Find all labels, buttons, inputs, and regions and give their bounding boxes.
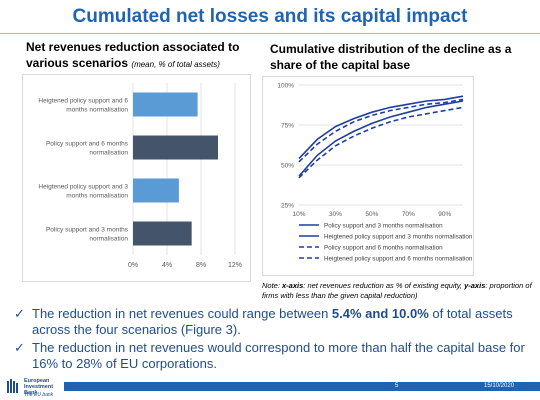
bar-category-label: Heigtened policy support and 3 months nor… [38,184,128,200]
line-series [298,98,464,163]
bar-x-tick-label: 8% [196,262,206,269]
bar-category-label-line: Policy support and 6 months [46,141,129,148]
line-series [298,95,464,160]
legend-label: Heigtened policy support and 6 months no… [324,256,473,263]
bar-category-label-line: normalisation [89,150,128,157]
bar-x-tick-label: 4% [162,262,172,269]
logo-line: Investment [24,384,54,390]
bar-chart-svg: 0% 4% 8% 12% Heigtened policy support and 6 m… [38,83,242,269]
logo-line: European [24,378,50,384]
bullet-text-part: The reduction in net revenues would corr… [32,340,525,371]
bar [133,221,192,246]
bar-category-label: Policy support and 3 months normalisation [46,227,129,243]
line-x-tick-label: 10% [292,211,305,218]
eib-logo: European Investment Bank The EU bank [6,378,66,400]
bar-category-label-line: months normalisation [66,107,128,114]
line-x-tick-label: 90% [438,211,451,218]
checkmark-icon: ✓ [14,340,25,355]
bullet-point: ✓ The reduction in net revenues could ra… [14,306,534,338]
line-chart-svg: 25% 50% 75% 100% 10% 30% 50% 70% 90% Policy suppo… [277,83,473,263]
bar-category-label-line: Heigtened policy support and 3 [38,184,128,191]
legend-label: Policy support and 3 months normalisatio… [324,223,443,230]
bullet-text-bold: 5.4% and 10.0% [331,306,429,321]
bullet-text-part: The reduction in net revenues could rang… [32,306,332,321]
checkmark-icon: ✓ [14,306,25,321]
bar-category-label-line: normalisation [89,236,128,243]
line-y-tick-label: 75% [281,123,294,130]
note-xaxis-key: x-axis [282,281,304,290]
eib-logo-mark-icon [7,379,18,393]
line-series [298,100,464,177]
line-x-tick-label: 30% [329,211,342,218]
bar-x-tick-label: 0% [128,262,138,269]
title-divider [0,33,540,34]
bullet-text: The reduction in net revenues could rang… [14,306,534,338]
bar-x-tick-label: 12% [228,262,242,269]
bar-category-label: Heigtened policy support and 6 months nor… [38,98,128,114]
bar [133,135,218,160]
eib-logo-text: European Investment Bank [24,378,53,396]
note-xaxis-text: : net revenues reduction as % of existin… [303,281,465,290]
line-chart: 25% 50% 75% 100% 10% 30% 50% 70% 90% Policy suppo… [262,76,474,276]
left-chart-heading: Net revenues reduction associated to var… [26,39,246,73]
legend-label: Heigtened policy support and 3 months no… [324,234,473,241]
legend-label: Policy support and 6 months normalisatio… [324,245,443,252]
line-x-tick-label: 50% [365,211,378,218]
note-prefix: Note: [262,281,283,290]
slide-title: Cumulated net losses and its capital imp… [72,6,468,27]
bar [133,92,198,117]
bar-category-label-line: Policy support and 3 months [46,227,129,234]
chart-note: Note: x-axis: net revenues reduction as … [262,281,540,301]
bullet-point: ✓ The reduction in net revenues would co… [14,340,534,372]
line-y-tick-label: 25% [281,203,294,210]
right-chart-heading: Cumulative distribution of the decline a… [270,42,512,72]
footer-date: 15/10/2020 [484,383,515,389]
logo-line: Bank [24,390,38,396]
bar-category-label: Policy support and 6 months normalisation [46,141,129,157]
bar-category-label-line: Heigtened policy support and 6 [38,98,128,105]
left-chart-heading-main: Net revenues reduction associated to var… [26,40,240,70]
line-y-tick-label: 100% [277,83,294,90]
left-chart-heading-sub: (mean, % of total assets) [131,60,220,69]
bar-chart: 0% 4% 8% 12% Heigtened policy support and 6 m… [22,74,251,282]
note-yaxis-key: y-axis [464,281,486,290]
eib-tagline: The EU bank [24,392,54,398]
bar [133,178,179,203]
note-yaxis-text: : proportion of firms with less than the… [262,281,532,300]
page-number: 5 [395,383,399,389]
line-series [298,106,464,179]
bar-category-label-line: months normalisation [66,193,128,200]
line-x-tick-label: 70% [402,211,415,218]
footer-band [64,382,540,391]
bullet-text-part: of total assets across the four scenario… [32,306,513,337]
line-y-tick-label: 50% [281,163,294,170]
bullet-text: The reduction in net revenues would corr… [14,340,534,372]
